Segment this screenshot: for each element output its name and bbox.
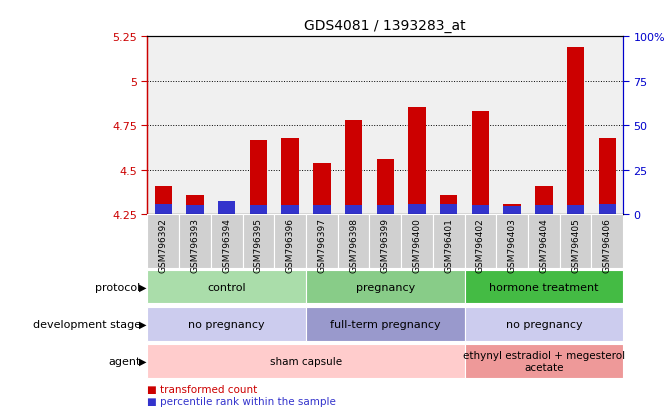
- Bar: [496, 215, 528, 268]
- Bar: [440, 195, 458, 215]
- Text: GSM796403: GSM796403: [508, 217, 517, 272]
- Bar: [281, 206, 299, 215]
- Bar: [306, 271, 464, 304]
- Text: GSM796392: GSM796392: [159, 217, 168, 272]
- Text: ▶: ▶: [139, 319, 146, 329]
- Bar: [147, 344, 464, 378]
- Bar: [218, 208, 235, 215]
- Text: ethynyl estradiol + megesterol
acetate: ethynyl estradiol + megesterol acetate: [463, 351, 625, 372]
- Bar: [408, 205, 425, 215]
- Bar: [243, 215, 274, 268]
- Bar: [218, 202, 235, 215]
- Bar: [281, 138, 299, 215]
- Bar: [179, 215, 211, 268]
- Bar: [313, 163, 330, 215]
- Title: GDS4081 / 1393283_at: GDS4081 / 1393283_at: [304, 19, 466, 33]
- Text: pregnancy: pregnancy: [356, 282, 415, 292]
- Text: GSM796406: GSM796406: [603, 217, 612, 272]
- Bar: [147, 215, 179, 268]
- Bar: [313, 206, 330, 215]
- Bar: [306, 215, 338, 268]
- Text: GSM796393: GSM796393: [190, 217, 200, 272]
- Text: GSM796395: GSM796395: [254, 217, 263, 272]
- Bar: [338, 215, 369, 268]
- Text: hormone treatment: hormone treatment: [489, 282, 598, 292]
- Text: no pregnancy: no pregnancy: [188, 319, 265, 329]
- Bar: [464, 271, 623, 304]
- Text: ■ percentile rank within the sample: ■ percentile rank within the sample: [147, 396, 336, 406]
- Text: full-term pregnancy: full-term pregnancy: [330, 319, 441, 329]
- Bar: [401, 215, 433, 268]
- Bar: [464, 344, 623, 378]
- Text: GSM796405: GSM796405: [571, 217, 580, 272]
- Bar: [598, 138, 616, 215]
- Bar: [472, 206, 489, 215]
- Bar: [592, 215, 623, 268]
- Bar: [155, 205, 172, 215]
- Bar: [598, 205, 616, 215]
- Bar: [377, 206, 394, 215]
- Text: GSM796394: GSM796394: [222, 217, 231, 272]
- Text: GSM796401: GSM796401: [444, 217, 453, 272]
- Bar: [503, 207, 521, 215]
- Text: development stage: development stage: [33, 319, 141, 329]
- Bar: [567, 206, 584, 215]
- Bar: [433, 215, 464, 268]
- Bar: [186, 195, 204, 215]
- Bar: [408, 108, 425, 215]
- Text: protocol: protocol: [95, 282, 141, 292]
- Bar: [528, 215, 559, 268]
- Text: GSM796402: GSM796402: [476, 217, 485, 272]
- Bar: [155, 186, 172, 215]
- Bar: [274, 215, 306, 268]
- Bar: [464, 307, 623, 341]
- Bar: [306, 307, 464, 341]
- Bar: [559, 215, 592, 268]
- Bar: [377, 160, 394, 215]
- Bar: [464, 215, 496, 268]
- Bar: [250, 206, 267, 215]
- Text: no pregnancy: no pregnancy: [505, 319, 582, 329]
- Text: control: control: [208, 282, 246, 292]
- Bar: [440, 205, 458, 215]
- Text: GSM796399: GSM796399: [381, 217, 390, 272]
- Text: agent: agent: [109, 356, 141, 366]
- Bar: [147, 271, 306, 304]
- Bar: [345, 206, 362, 215]
- Bar: [535, 206, 553, 215]
- Bar: [369, 215, 401, 268]
- Text: GSM796404: GSM796404: [539, 217, 548, 272]
- Bar: [211, 215, 243, 268]
- Text: sham capsule: sham capsule: [270, 356, 342, 366]
- Bar: [567, 48, 584, 215]
- Text: ▶: ▶: [139, 282, 146, 292]
- Bar: [345, 121, 362, 215]
- Bar: [147, 307, 306, 341]
- Bar: [250, 140, 267, 215]
- Text: ▶: ▶: [139, 356, 146, 366]
- Bar: [186, 206, 204, 215]
- Bar: [535, 186, 553, 215]
- Bar: [472, 112, 489, 215]
- Bar: [503, 204, 521, 215]
- Text: GSM796396: GSM796396: [285, 217, 295, 272]
- Text: GSM796397: GSM796397: [318, 217, 326, 272]
- Text: ■ transformed count: ■ transformed count: [147, 384, 258, 394]
- Text: GSM796400: GSM796400: [413, 217, 421, 272]
- Text: GSM796398: GSM796398: [349, 217, 358, 272]
